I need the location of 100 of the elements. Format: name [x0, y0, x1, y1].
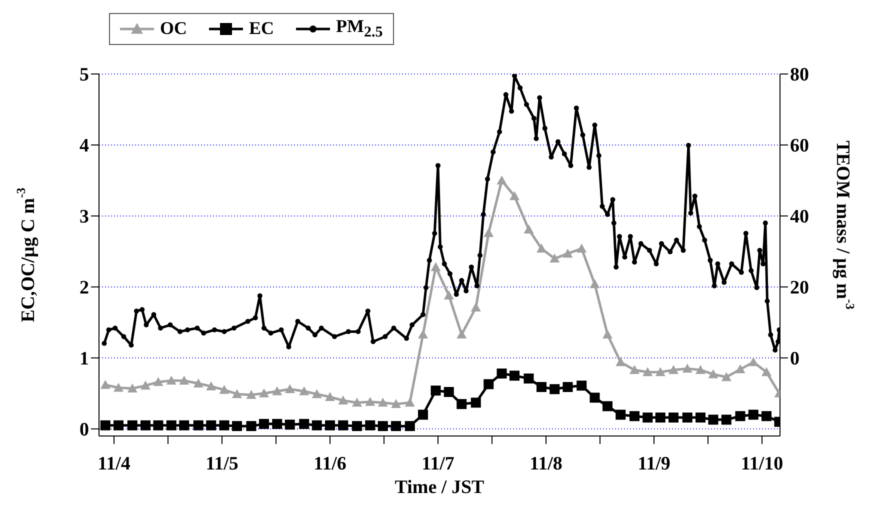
- point: [391, 399, 401, 408]
- point: [193, 420, 204, 430]
- point: [550, 254, 560, 263]
- point: [682, 412, 692, 423]
- point: [153, 377, 164, 386]
- point: [272, 418, 282, 429]
- point: [259, 418, 269, 429]
- y-tick-label: 0: [80, 420, 89, 441]
- point: [496, 175, 507, 184]
- x-tick-label: 11/5: [206, 453, 238, 474]
- point: [562, 248, 573, 258]
- point: [630, 364, 640, 374]
- x-axis-title: Time / JST: [394, 476, 485, 498]
- point: [284, 420, 295, 430]
- point: [524, 374, 534, 384]
- point: [762, 367, 772, 376]
- point: [655, 367, 666, 376]
- point: [668, 364, 678, 374]
- point: [284, 384, 295, 394]
- point: [352, 398, 362, 407]
- point: [100, 380, 110, 389]
- y-tick-label: 5: [80, 64, 89, 86]
- point: [590, 392, 600, 403]
- point: [748, 357, 758, 366]
- point: [325, 420, 335, 430]
- point: [430, 262, 441, 272]
- point: [127, 383, 138, 392]
- point: [365, 396, 376, 406]
- point: [404, 398, 415, 407]
- point: [100, 420, 110, 430]
- x-tick-label: 11/9: [638, 453, 670, 474]
- legend-label: OC: [160, 18, 187, 40]
- point: [206, 420, 216, 430]
- point: [272, 386, 282, 396]
- point: [536, 382, 546, 392]
- point: [153, 420, 164, 430]
- x-tick-label: 11/7: [422, 453, 455, 474]
- point: [721, 372, 732, 382]
- point: [630, 411, 640, 422]
- point: [735, 364, 746, 374]
- point: [418, 330, 428, 338]
- point: [456, 399, 467, 410]
- point: [668, 412, 678, 423]
- point: [246, 390, 256, 399]
- y2-tick-label: 80: [790, 64, 809, 86]
- y2-tick-label: 20: [790, 278, 809, 299]
- point: [404, 421, 415, 432]
- x-tick-label: 11/6: [314, 453, 346, 474]
- point: [338, 420, 348, 430]
- legend-label: EC: [249, 18, 274, 40]
- point: [682, 364, 692, 373]
- point: [510, 191, 520, 200]
- point: [338, 396, 348, 405]
- point: [325, 392, 335, 401]
- point: [590, 279, 600, 288]
- point: [696, 364, 706, 374]
- point: [378, 421, 388, 432]
- y-tick-label: 1: [80, 348, 89, 370]
- y2-tick-label: 60: [790, 136, 809, 157]
- point: [496, 368, 507, 379]
- point: [470, 302, 481, 312]
- point: [259, 388, 269, 398]
- point: [470, 398, 481, 408]
- point: [140, 420, 150, 430]
- point: [114, 420, 124, 430]
- y2-tick-label: 40: [790, 206, 809, 228]
- point: [166, 376, 176, 385]
- point: [748, 410, 758, 420]
- point: [444, 386, 454, 397]
- point: [232, 389, 242, 398]
- x-tick-label: 11/10: [740, 453, 784, 474]
- point: [510, 370, 520, 381]
- point: [418, 410, 428, 420]
- point: [127, 420, 138, 430]
- point: [735, 411, 746, 422]
- point: [536, 244, 546, 253]
- point: [312, 420, 322, 430]
- point: [524, 224, 534, 234]
- point: [576, 380, 587, 391]
- point: [444, 290, 454, 300]
- y-tick-label: 4: [80, 136, 90, 157]
- point: [708, 414, 718, 425]
- point: [219, 420, 230, 430]
- point: [206, 381, 216, 390]
- point: [312, 389, 322, 398]
- point: [114, 382, 124, 392]
- point: [391, 421, 401, 432]
- point: [430, 386, 441, 396]
- point: [602, 330, 612, 338]
- point: [456, 330, 467, 338]
- point: [365, 420, 376, 430]
- point: [140, 380, 150, 390]
- point: [602, 401, 612, 412]
- y-tick-label: 2: [80, 278, 89, 299]
- point: [616, 357, 626, 366]
- point: [616, 410, 626, 420]
- point: [219, 384, 230, 394]
- point: [721, 414, 732, 425]
- point: [352, 421, 362, 432]
- point: [484, 228, 494, 237]
